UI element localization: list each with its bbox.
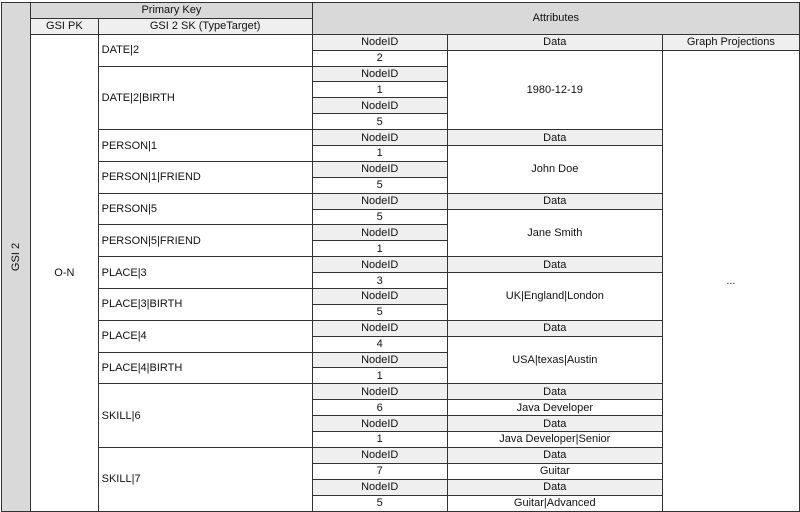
sort-key-cell: DATE|2 bbox=[97, 33, 313, 67]
table-row: O-N DATE|2 NodeID Data Graph Projections bbox=[2, 33, 800, 512]
node-id-header: NodeID bbox=[311, 383, 448, 401]
sort-key-cell: SKILL|7 bbox=[97, 446, 313, 512]
data-header: Data bbox=[446, 415, 663, 433]
node-id-value: 5 bbox=[311, 303, 448, 321]
node-id-value: 4 bbox=[311, 335, 448, 353]
node-id-header: NodeID bbox=[311, 319, 448, 337]
table-row: 1 Java Developer|Senior bbox=[2, 431, 800, 448]
table-row: NodeID Data bbox=[2, 415, 800, 433]
gsi-pk-header: GSI PK bbox=[30, 17, 99, 35]
node-id-value: 3 bbox=[311, 272, 448, 290]
table-row: 2 1980-12-19... bbox=[2, 49, 800, 512]
node-id-header: NodeID bbox=[311, 129, 448, 147]
data-value: USA|texas|Austin bbox=[446, 335, 663, 385]
node-id-header: NodeID bbox=[311, 256, 448, 274]
node-id-value: 7 bbox=[311, 462, 448, 480]
sort-key-cell: PERSON|5 bbox=[97, 192, 313, 226]
node-id-value: 5 bbox=[311, 494, 448, 512]
node-id-header: NodeID bbox=[311, 224, 448, 242]
node-id-value: 1 bbox=[311, 81, 448, 99]
table-row: 1 John Doe bbox=[2, 145, 800, 194]
data-header: Data bbox=[446, 33, 663, 51]
data-value: Java Developer|Senior bbox=[446, 431, 663, 448]
node-id-header: NodeID bbox=[311, 351, 448, 369]
data-value: John Doe bbox=[446, 145, 663, 194]
data-value: Guitar|Advanced bbox=[446, 494, 663, 512]
data-value: Guitar bbox=[446, 462, 663, 480]
node-id-value: 1 bbox=[311, 431, 448, 448]
graph-projections-header: Graph Projections bbox=[661, 33, 800, 51]
node-id-header: NodeID bbox=[311, 33, 448, 51]
node-id-header: NodeID bbox=[311, 97, 448, 115]
node-id-value: 1 bbox=[311, 240, 448, 258]
node-id-value: 5 bbox=[311, 208, 448, 226]
node-id-header: NodeID bbox=[311, 415, 448, 433]
index-label: GSI 2 bbox=[10, 242, 23, 271]
table-row: 5 Jane Smith bbox=[2, 208, 800, 258]
partition-key-cell: O-N bbox=[30, 33, 99, 512]
node-id-value: 1 bbox=[311, 367, 448, 385]
node-id-header: NodeID bbox=[311, 65, 448, 83]
sort-key-cell: SKILL|6 bbox=[97, 383, 313, 448]
gsi-sk-header: GSI 2 SK (TypeTarget) bbox=[97, 17, 313, 35]
table-row: PLACE|4 NodeID Data bbox=[2, 319, 800, 353]
node-id-header: NodeID bbox=[311, 478, 448, 496]
table-row: PLACE|4|BIRTH NodeID bbox=[2, 351, 800, 385]
node-id-value: 5 bbox=[311, 113, 448, 131]
table-row: NodeID Data bbox=[2, 478, 800, 496]
node-id-header: NodeID bbox=[311, 446, 448, 464]
table-row: 3 UK|England|London bbox=[2, 272, 800, 321]
data-value: 1980-12-19 bbox=[446, 49, 663, 131]
sort-key-cell: PERSON|1 bbox=[97, 129, 313, 162]
data-header: Data bbox=[446, 383, 663, 401]
node-id-value: 5 bbox=[311, 176, 448, 194]
node-id-header: NodeID bbox=[311, 160, 448, 178]
data-value: Java Developer bbox=[446, 399, 663, 417]
node-id-value: 1 bbox=[311, 145, 448, 162]
data-header: Data bbox=[446, 478, 663, 496]
table-row: NodeID bbox=[2, 97, 800, 115]
index-label-cell: GSI 2 bbox=[0, 2, 32, 512]
table-row: DATE|2|BIRTH NodeID bbox=[2, 65, 800, 131]
node-id-value: 6 bbox=[311, 399, 448, 417]
primary-key-header: Primary Key bbox=[30, 2, 313, 19]
table-row: 6 Java Developer bbox=[2, 399, 800, 417]
sort-key-cell: DATE|2|BIRTH bbox=[97, 65, 313, 131]
sort-key-cell: PLACE|4|BIRTH bbox=[97, 351, 313, 385]
sort-key-cell: PLACE|3|BIRTH bbox=[97, 288, 313, 321]
attributes-header: Attributes bbox=[311, 2, 800, 35]
node-id-header: NodeID bbox=[311, 288, 448, 305]
data-value: UK|England|London bbox=[446, 272, 663, 321]
node-id-value: 2 bbox=[311, 49, 448, 67]
table-row: PERSON|1 NodeID Data bbox=[2, 129, 800, 162]
data-header: Data bbox=[446, 446, 663, 464]
node-id-header: NodeID bbox=[311, 192, 448, 210]
table-row: PLACE|3 NodeID Data bbox=[2, 256, 800, 290]
sort-key-cell: PERSON|5|FRIEND bbox=[97, 224, 313, 258]
data-header: Data bbox=[446, 192, 663, 210]
data-value: Jane Smith bbox=[446, 208, 663, 258]
graph-projections-value: ... bbox=[661, 49, 800, 512]
data-header: Data bbox=[446, 129, 663, 147]
sort-key-cell: PLACE|3 bbox=[97, 256, 313, 290]
sort-key-cell: PLACE|4 bbox=[97, 319, 313, 353]
data-header: Data bbox=[446, 256, 663, 274]
data-header: Data bbox=[446, 319, 663, 337]
sort-key-cell: PERSON|1|FRIEND bbox=[97, 160, 313, 194]
